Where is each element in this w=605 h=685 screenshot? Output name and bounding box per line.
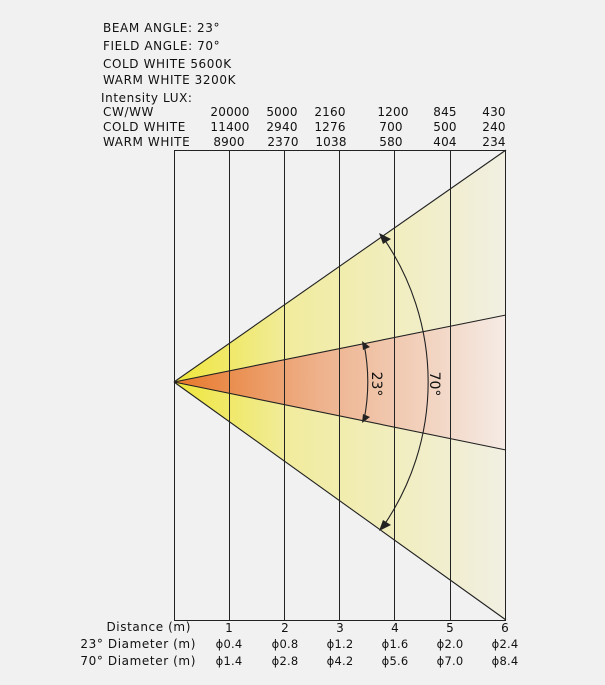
field-edge-lower [173, 381, 507, 621]
intensity-value: 845 [433, 105, 457, 119]
beam-arc-arrow-top [362, 341, 370, 350]
beam-diameter-value: ɸ2.0 [437, 637, 464, 651]
intensity-value: 2160 [314, 105, 345, 119]
intensity-value: 240 [482, 120, 506, 134]
cone-edges [173, 149, 507, 621]
distance-tick-label: 4 [391, 621, 399, 635]
distance-tick-label: 1 [225, 621, 233, 635]
field-diameter-value: ɸ2.8 [272, 654, 299, 668]
intensity-value: 20000 [210, 105, 249, 119]
intensity-value: 580 [379, 135, 403, 149]
intensity-value: 234 [482, 135, 506, 149]
beam-diameter-value: ɸ1.2 [327, 637, 354, 651]
field-diameter-value: ɸ8.4 [492, 654, 519, 668]
intensity-value: 430 [482, 105, 506, 119]
angle-arcs [363, 235, 429, 529]
intensity-value: 1038 [315, 135, 346, 149]
field-diameter-value: ɸ4.2 [327, 654, 354, 668]
field-diameter-label: 70° Diameter (m) [80, 654, 196, 668]
intensity-title: Intensity LUX: [101, 91, 193, 105]
field-angle-arc [381, 235, 429, 529]
intensity-value: 11400 [210, 120, 249, 134]
intensity-value: 700 [379, 120, 403, 134]
arc-arrowheads [362, 233, 391, 531]
beam-arc-arrow-bottom [362, 414, 370, 423]
field-diameter-value: ɸ1.4 [216, 654, 243, 668]
beam-diameter-label: 23° Diameter (m) [80, 637, 196, 651]
distance-tick-label: 5 [446, 621, 454, 635]
distance-tick-label: 6 [501, 621, 509, 635]
intensity-row-label: WARM WHITE [103, 135, 190, 149]
beam-diameter-value: ɸ0.8 [272, 637, 299, 651]
field-arc-arrow-top [379, 233, 391, 244]
beam-angle-arc [363, 343, 369, 421]
field-edge-upper [173, 149, 507, 383]
beam-diameter-value: ɸ0.4 [216, 637, 243, 651]
field-diameter-value: ɸ5.6 [382, 654, 409, 668]
beam-angle-spec: BEAM ANGLE: 23° [103, 21, 220, 35]
intensity-row-label: COLD WHITE [103, 120, 186, 134]
intensity-row-label: CW/WW [103, 105, 154, 119]
distance-tick-label: 3 [336, 621, 344, 635]
cold-white-spec: COLD WHITE 5600K [103, 57, 232, 71]
intensity-value: 500 [433, 120, 457, 134]
beam-diameter-value: ɸ2.4 [492, 637, 519, 651]
intensity-value: 1200 [377, 105, 408, 119]
intensity-value: 1276 [314, 120, 345, 134]
field-angle-spec: FIELD ANGLE: 70° [103, 39, 220, 53]
field-arc-arrow-bottom [379, 520, 391, 531]
warm-white-spec: WARM WHITE 3200K [103, 73, 237, 87]
beam-edge-upper [173, 314, 507, 383]
field-angle-label: 70° [426, 372, 442, 397]
distance-tick-label: 2 [281, 621, 289, 635]
intensity-table: CW/WW COLD WHITE WARM WHITE 20000 5000 2… [103, 105, 506, 149]
beam-angle-label: 23° [368, 372, 384, 397]
intensity-value: 404 [433, 135, 457, 149]
intensity-value: 2370 [267, 135, 298, 149]
beam-edge-lower [173, 381, 507, 451]
field-diameter-value: ɸ7.0 [437, 654, 464, 668]
intensity-value: 5000 [266, 105, 297, 119]
intensity-value: 2940 [266, 120, 297, 134]
beam-diameter-value: ɸ1.6 [382, 637, 409, 651]
distance-axis-label: Distance (m) [106, 620, 191, 634]
intensity-value: 8900 [213, 135, 244, 149]
